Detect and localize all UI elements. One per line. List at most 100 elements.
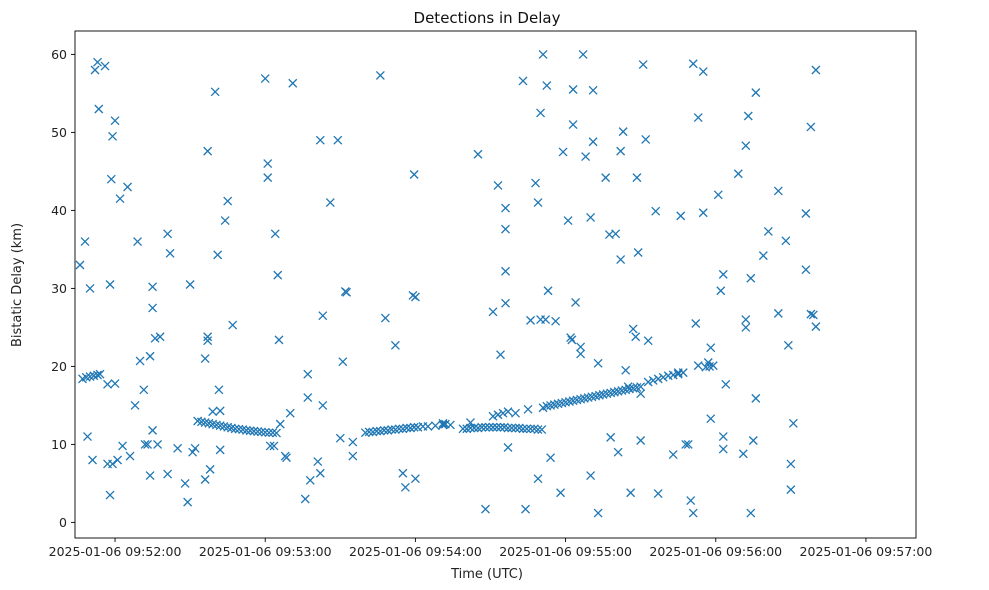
detection-point (263, 173, 273, 183)
detection-point (651, 206, 661, 216)
track-detection-point (264, 428, 274, 438)
detection-point (200, 475, 210, 484)
detection-point (85, 283, 95, 293)
detection-point (556, 488, 566, 498)
detection-point (338, 357, 348, 367)
detection-point (683, 439, 693, 449)
detection-point (758, 251, 768, 261)
detection-point (581, 152, 591, 162)
detection-point (153, 439, 163, 449)
detection-point (621, 365, 631, 375)
detection-point (493, 180, 503, 190)
x-tick-label: 2025-01-06 09:53:00 (199, 544, 332, 559)
detection-point (313, 457, 323, 467)
detection-point (501, 224, 510, 234)
detection-point (636, 436, 646, 445)
track-detection-point (394, 424, 404, 434)
detection-point (93, 57, 102, 67)
detection-point (501, 266, 510, 276)
detection-point (348, 437, 358, 447)
track-detection-point (364, 427, 374, 437)
detection-point (150, 333, 160, 343)
detection-point (601, 173, 611, 183)
detection-point (103, 379, 112, 389)
detection-point (593, 508, 603, 518)
y-tick-label: 20 (51, 359, 67, 374)
detection-point (643, 336, 653, 346)
detection-point (214, 385, 224, 395)
y-tick-label: 40 (51, 203, 67, 218)
detection-point (335, 433, 345, 443)
detection-point (611, 229, 621, 239)
detection-point (185, 280, 195, 289)
detection-point (274, 335, 284, 345)
detection-point (501, 298, 510, 308)
detection-point (606, 432, 616, 442)
detection-point (180, 478, 190, 488)
track-detection-point (387, 425, 397, 435)
detection-point (616, 255, 626, 264)
detection-point (203, 332, 213, 342)
detection-point (638, 60, 648, 69)
detection-point (706, 414, 716, 424)
detection-point (215, 406, 225, 416)
detection-point (538, 49, 548, 59)
detection-point (618, 127, 628, 137)
detection-point (568, 85, 578, 94)
track-detection-point (537, 425, 547, 435)
detection-point (716, 286, 726, 296)
detection-point (398, 468, 408, 478)
detection-point (511, 408, 520, 418)
track-detection-point (272, 428, 281, 438)
detection-point (110, 379, 120, 389)
track-detection-point (481, 422, 490, 432)
detection-point (288, 78, 298, 88)
detection-point (410, 292, 420, 302)
detection-point (718, 269, 728, 279)
detection-point (348, 451, 358, 461)
y-axis: 0 10 20 30 40 50 60 (51, 47, 75, 530)
detection-point (546, 453, 556, 463)
detection-point (270, 229, 280, 239)
detection-point (543, 286, 553, 296)
track-detection-point (438, 420, 448, 430)
detection-point (623, 382, 633, 392)
detection-point (801, 209, 811, 218)
track-detection-point (526, 424, 536, 434)
detection-point (526, 315, 536, 325)
track-detection-point (93, 370, 102, 380)
detection-point (733, 169, 743, 179)
detection-point (318, 400, 328, 410)
detection-point (706, 343, 716, 353)
detection-point (108, 131, 118, 141)
x-axis-label: Time (UTC) (450, 567, 523, 582)
track-detection-point (518, 424, 528, 434)
detection-point (208, 407, 218, 417)
detection-point (576, 342, 586, 352)
plot-frame (74, 30, 917, 539)
detection-point (190, 443, 200, 453)
detection-point (808, 310, 818, 320)
detection-point (641, 134, 651, 144)
track-detection-point (458, 424, 468, 434)
detection-point (741, 322, 751, 332)
track-detection-point (249, 426, 259, 436)
detection-point (563, 216, 573, 225)
detection-point (380, 313, 390, 323)
track-detection-point (522, 424, 532, 434)
detection-point (163, 229, 173, 239)
track-detection-point (503, 423, 513, 433)
track-detection-point (379, 425, 389, 435)
detection-point (566, 333, 576, 342)
detection-point (718, 444, 728, 454)
detection-point (108, 459, 118, 469)
detection-point (533, 198, 543, 208)
track-detection-point (673, 369, 683, 379)
detection-point (115, 194, 125, 204)
detection-point (786, 485, 796, 495)
detection-point (203, 146, 213, 156)
track-detection-point (511, 423, 520, 433)
detection-point (576, 349, 586, 359)
detection-point (83, 432, 92, 442)
x-axis: 2025-01-06 09:52:00 2025-01-06 09:53:00 20… (49, 538, 932, 559)
